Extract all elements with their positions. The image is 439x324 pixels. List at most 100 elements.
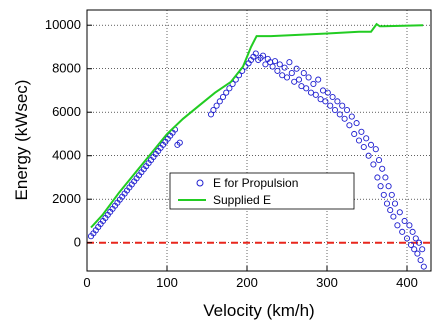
propulsion-energy-point: [334, 98, 341, 105]
propulsion-energy-point: [365, 152, 372, 159]
y-axis-title: Energy (kWsec): [12, 80, 31, 201]
propulsion-energy-point: [348, 113, 355, 120]
propulsion-energy-point: [339, 102, 346, 109]
propulsion-energy-point: [417, 257, 424, 264]
plot-frame: [86, 9, 432, 272]
x-tick-label: 0: [83, 275, 90, 290]
propulsion-energy-point: [383, 200, 391, 207]
propulsion-energy-point: [283, 74, 291, 81]
propulsion-energy-point: [391, 200, 399, 207]
propulsion-energy-point: [324, 89, 331, 96]
propulsion-energy-point: [399, 228, 406, 235]
propulsion-energy-point: [377, 183, 384, 190]
propulsion-energy-point: [385, 183, 392, 190]
propulsion-energy-point: [341, 115, 348, 122]
series-layer: [87, 22, 427, 270]
y-tick-label: 4000: [52, 148, 81, 163]
propulsion-energy-point: [269, 63, 276, 70]
propulsion-energy-point: [291, 78, 298, 85]
propulsion-energy-point: [216, 98, 223, 105]
propulsion-energy-point: [327, 102, 334, 109]
propulsion-energy-point: [271, 58, 279, 65]
propulsion-energy-point: [390, 213, 397, 220]
propulsion-energy-point: [415, 239, 423, 246]
propulsion-energy-point: [380, 191, 387, 198]
legend-box: [169, 172, 355, 210]
propulsion-energy-point: [322, 98, 329, 105]
propulsion-energy-point: [176, 139, 183, 146]
propulsion-energy-point: [406, 222, 413, 229]
propulsion-energy-point: [401, 217, 408, 225]
y-tick-label: 6000: [52, 104, 81, 119]
legend-label-propulsion: E for Propulsion: [213, 176, 298, 190]
propulsion-energy-point: [310, 80, 317, 87]
y-tick-label: 2000: [52, 191, 81, 206]
propulsion-energy-point: [329, 93, 336, 101]
propulsion-energy-point: [315, 76, 322, 83]
propulsion-energy-point: [262, 61, 269, 68]
propulsion-energy-point: [223, 89, 230, 96]
legend-marker-propulsion: [196, 179, 204, 187]
propulsion-energy-point: [387, 207, 394, 214]
propulsion-energy-point: [279, 72, 286, 79]
propulsion-energy-point: [372, 146, 379, 153]
propulsion-energy-point: [226, 85, 233, 92]
propulsion-energy-point: [394, 222, 401, 229]
propulsion-energy-point: [363, 135, 370, 142]
propulsion-energy-point: [414, 250, 421, 257]
x-axis-title: Velocity (km/h): [203, 301, 314, 320]
propulsion-energy-point: [305, 74, 312, 81]
x-tick-label: 400: [396, 275, 418, 290]
propulsion-energy-point: [300, 70, 307, 77]
propulsion-energy-point: [374, 174, 381, 181]
propulsion-energy-point: [411, 246, 418, 253]
x-tick-label: 100: [156, 275, 178, 290]
propulsion-energy-point: [286, 59, 293, 66]
propulsion-energy-point: [420, 263, 427, 270]
propulsion-energy-point: [331, 107, 339, 114]
propulsion-energy-point: [210, 107, 217, 114]
y-tick-label: 8000: [52, 61, 81, 76]
propulsion-energy-point: [382, 174, 389, 181]
propulsion-energy-point: [403, 235, 411, 242]
legend: E for Propulsion Supplied E: [169, 172, 355, 210]
propulsion-energy-point: [412, 235, 419, 242]
propulsion-energy-point: [298, 83, 305, 90]
x-tick-label: 300: [316, 275, 338, 290]
propulsion-energy-point: [293, 65, 300, 72]
propulsion-energy-point: [360, 143, 367, 151]
propulsion-energy-point: [367, 141, 375, 148]
propulsion-energy-point: [312, 91, 319, 98]
propulsion-energy-point: [353, 120, 360, 127]
propulsion-energy-point: [358, 128, 365, 135]
propulsion-energy-point: [343, 107, 351, 114]
supplied-energy-line: [90, 22, 424, 229]
propulsion-energy-point: [274, 67, 281, 74]
propulsion-energy-point: [281, 64, 288, 71]
propulsion-energy-point: [346, 122, 353, 129]
propulsion-energy-point: [219, 93, 227, 101]
propulsion-energy-point: [351, 130, 358, 138]
propulsion-energy-point: [317, 96, 324, 103]
y-tick-label: 0: [74, 235, 81, 250]
y-tick-label: 10000: [45, 17, 81, 32]
propulsion-energy-point: [276, 61, 283, 68]
propulsion-energy-point: [213, 102, 220, 109]
propulsion-energy-point: [388, 191, 395, 198]
propulsion-energy-point: [355, 137, 363, 144]
propulsion-energy-point: [375, 157, 383, 164]
propulsion-energy-point: [379, 165, 386, 172]
propulsion-energy-point: [370, 161, 377, 168]
propulsion-energy-point: [295, 76, 303, 83]
propulsion-energy-point: [303, 85, 310, 92]
propulsion-energy-point: [288, 70, 295, 77]
x-tick-label: 200: [236, 275, 258, 290]
propulsion-energy-point: [396, 209, 403, 216]
propulsion-energy-point: [336, 111, 343, 118]
propulsion-energy-point: [259, 52, 267, 59]
propulsion-energy-point: [409, 228, 416, 235]
propulsion-energy-point: [407, 241, 415, 248]
propulsion-energy-point: [319, 87, 327, 94]
